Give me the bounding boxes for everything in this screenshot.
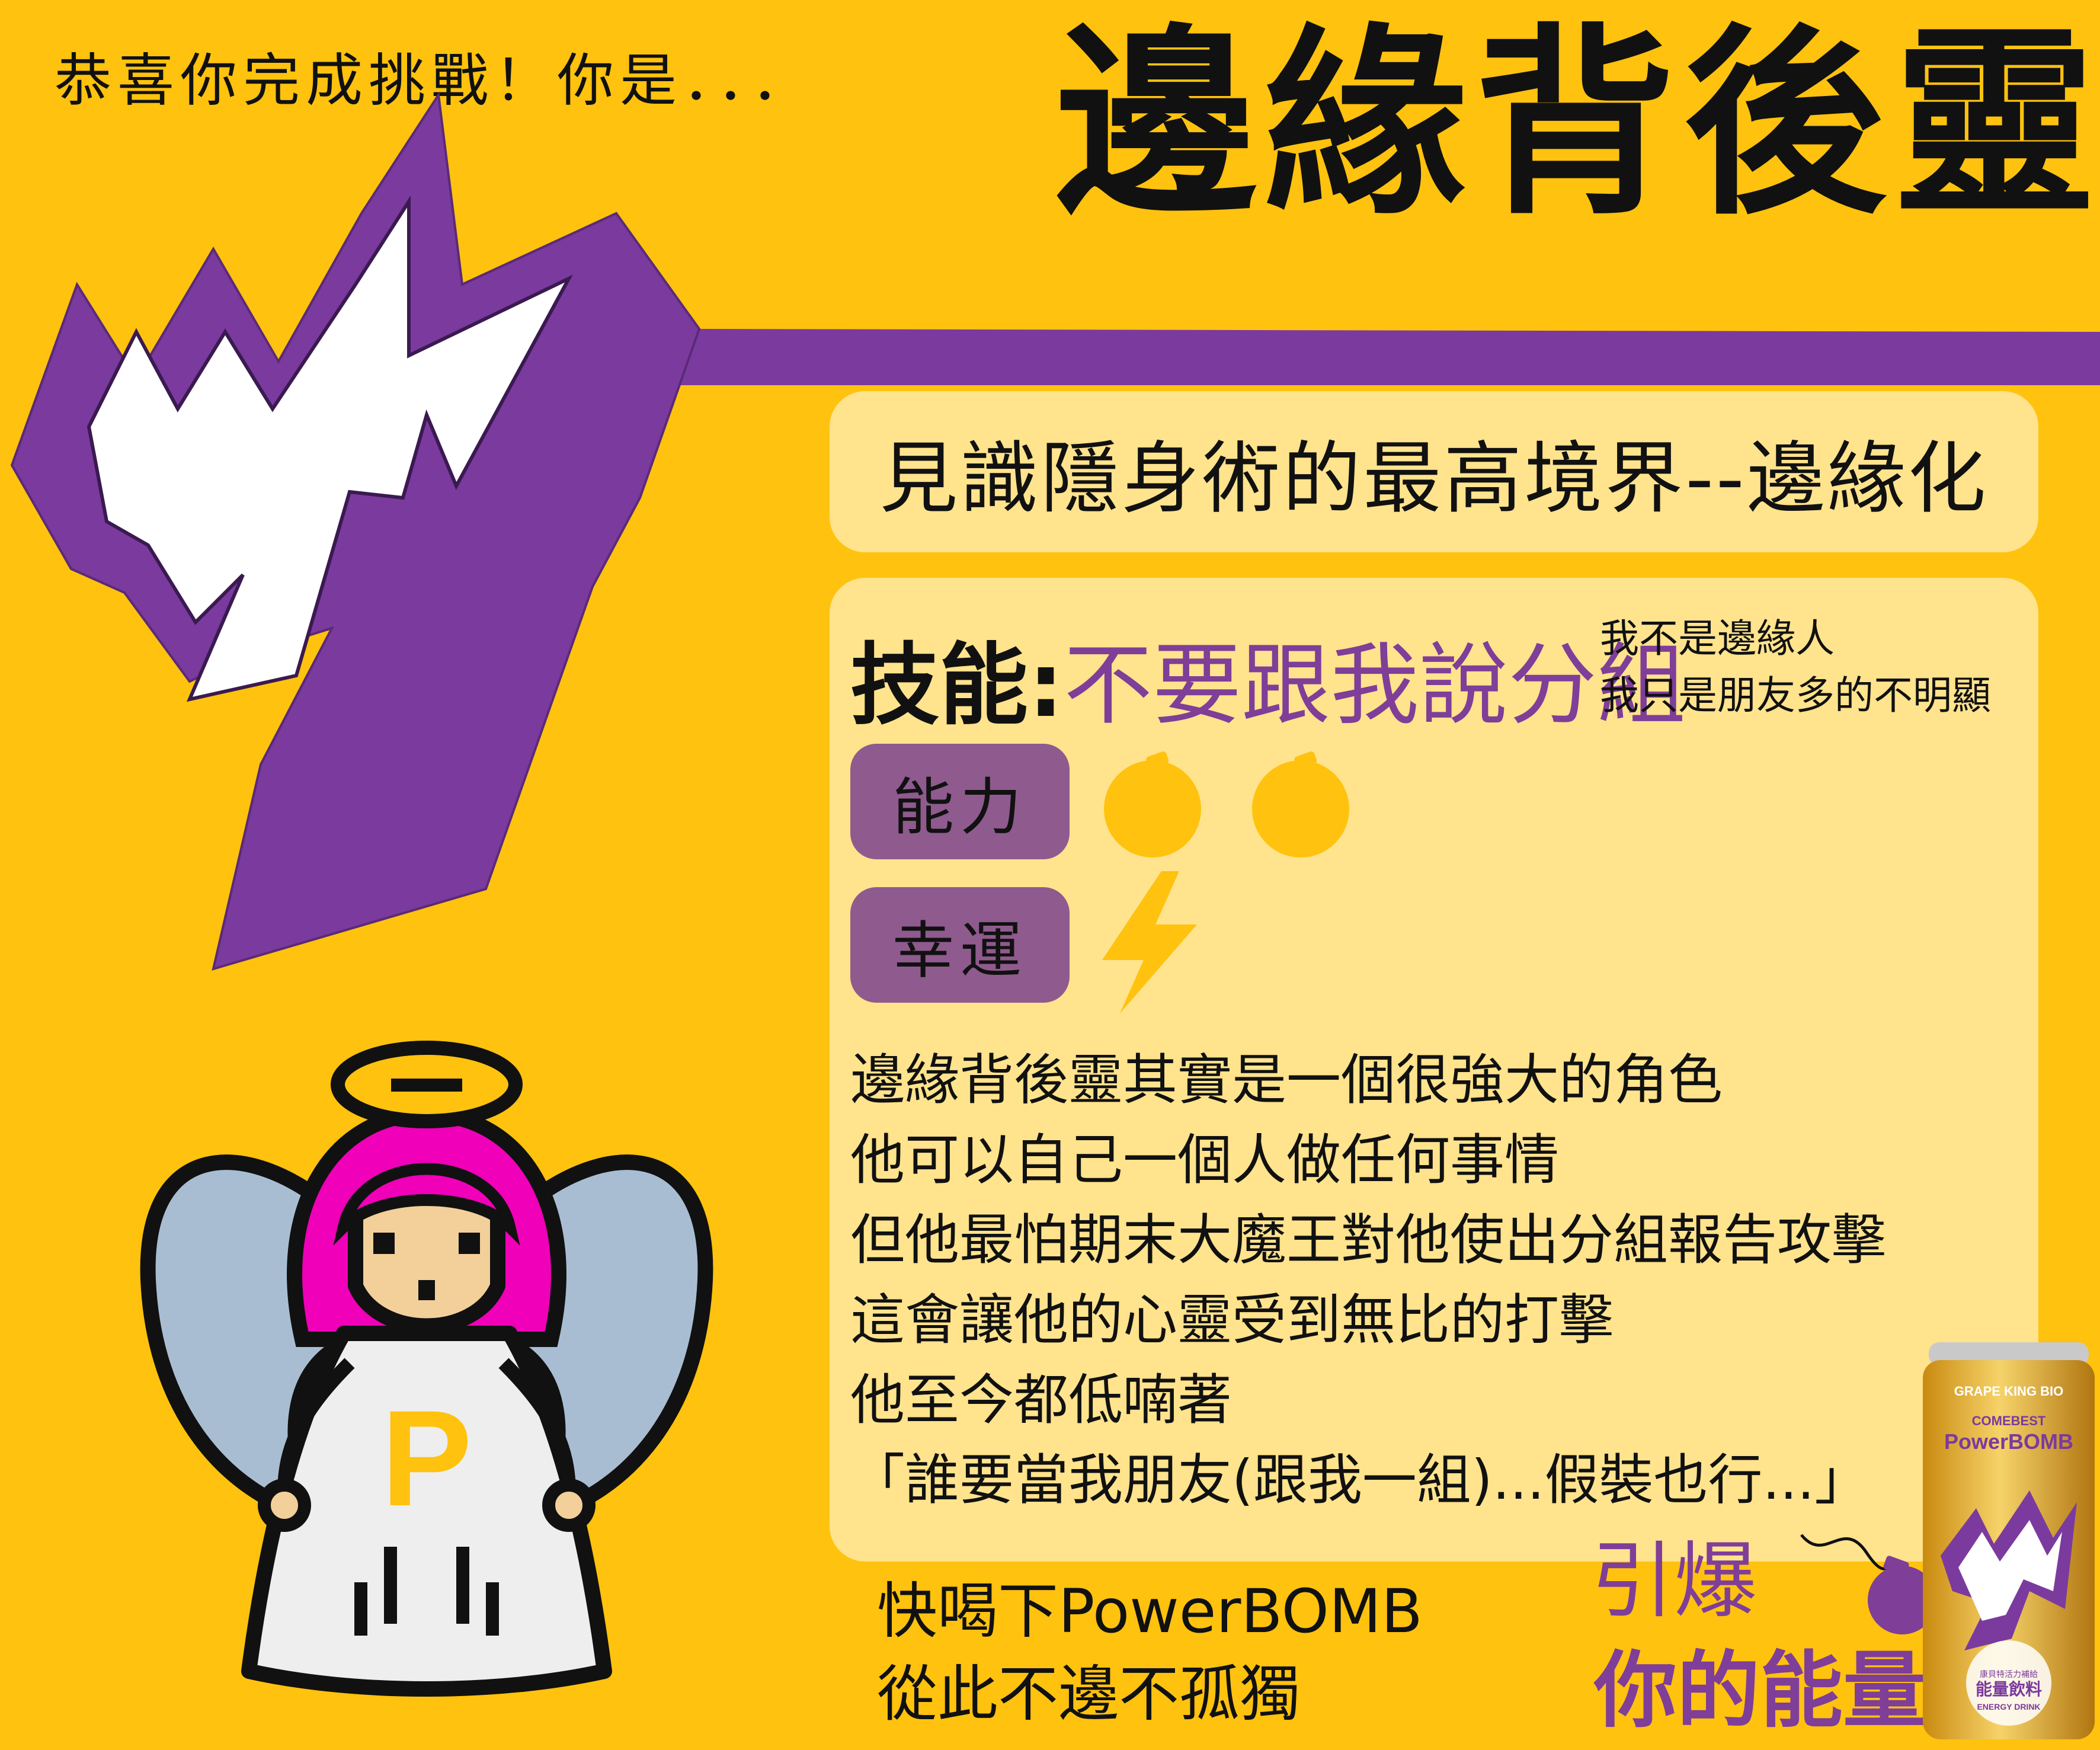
skill-label: 技能: <box>850 634 1064 737</box>
skill-notes: 我不是邊緣人 我只是朋友多的不明顯 <box>1600 610 1991 724</box>
ability-badge: 能力 <box>850 744 1070 859</box>
description-line: 他至今都低喃著 <box>850 1368 1233 1432</box>
page-title: 邊緣背後靈 <box>1055 7 2100 242</box>
luck-badge: 幸運 <box>850 887 1070 1003</box>
description-line: 「誰要當我朋友(跟我一組)...假裝也行...」 <box>850 1448 1869 1512</box>
slogan-energy: 你的能量 <box>1594 1643 1926 1739</box>
description-line: 邊緣背後靈其實是一個很強大的角色 <box>850 1048 1723 1112</box>
bomb-icon <box>1800 1534 1936 1634</box>
skill-heading: 技能:不要跟我說分組 <box>850 613 1686 742</box>
lightning-graphic <box>10 91 2100 971</box>
lightning-icon <box>1102 871 1197 1013</box>
description: 邊緣背後靈其實是一個很強大的角色 他可以自己一個人做任何事情 但他最怕期末大魔王… <box>850 1040 1886 1520</box>
promo-text: 快喝下PowerBOMB 從此不邊不孤獨 <box>877 1570 1423 1736</box>
info-panel <box>830 578 2038 1562</box>
can-label: 能量飲料 <box>1976 1679 2042 1699</box>
promo-line: 從此不邊不孤獨 <box>877 1659 1300 1730</box>
bomb-icon <box>1252 751 1349 858</box>
can-label-small: 康貝特活力補給 <box>1980 1669 2038 1679</box>
powerbomb-can: GRAPE KING BIO COMEBEST PowerBOMB 康貝特活力補… <box>1923 1342 2095 1739</box>
subtitle-text: 見識隱身術的最高境界--邊緣化 <box>879 433 1989 524</box>
slogan-ignite: 引爆 <box>1591 1533 1758 1630</box>
angel-mascot: P <box>140 1041 713 1697</box>
skill-note: 我只是朋友多的不明顯 <box>1600 673 1991 718</box>
can-name: PowerBOMB <box>1944 1429 2073 1454</box>
can-sub: COMEBEST <box>1972 1413 2046 1428</box>
description-line: 這會讓他的心靈受到無比的打擊 <box>850 1288 1614 1352</box>
can-brand: GRAPE KING BIO <box>1954 1384 2064 1399</box>
description-line: 但他最怕期末大魔王對他使出分組報告攻擊 <box>850 1208 1887 1272</box>
skill-note: 我不是邊緣人 <box>1600 616 1835 661</box>
description-line: 他可以自己一個人做任何事情 <box>850 1128 1560 1192</box>
intro-text: 恭喜你完成挑戰！你是．．． <box>55 47 814 114</box>
robe-letter: P <box>381 1382 472 1534</box>
promo-line: 快喝下PowerBOMB <box>877 1576 1423 1647</box>
bomb-icon <box>1104 751 1201 858</box>
subtitle-panel: 見識隱身術的最高境界--邊緣化 <box>830 391 2038 552</box>
skill-value: 不要跟我說分組 <box>1064 634 1686 737</box>
can-label-en: ENERGY DRINK <box>1977 1702 2040 1711</box>
